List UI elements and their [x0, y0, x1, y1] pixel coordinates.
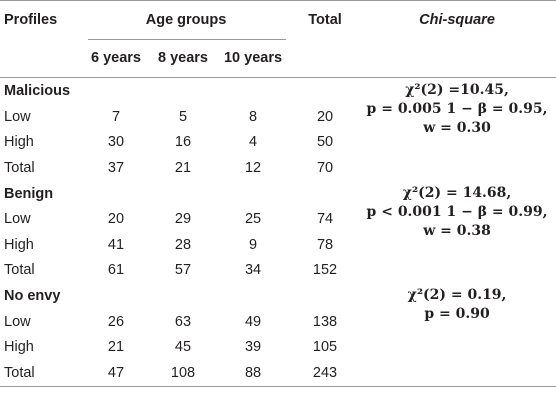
- table-row: High 30 16 4 50: [0, 130, 556, 156]
- cell-10-years: 9: [248, 236, 258, 253]
- cell-6-years: 20: [107, 211, 125, 228]
- table-row: High 41 28 9 78: [0, 232, 556, 258]
- cell-total: 105: [312, 339, 338, 356]
- header-spacer: [292, 39, 359, 78]
- table-row: Low 7 5 8 20: [0, 104, 556, 130]
- header-profiles: Profiles: [0, 0, 80, 39]
- cell-8-years: 45: [174, 339, 192, 356]
- chi-square-stats: χ²(2) = 14.68, p < 0.001 1 − β = 0.99, w =…: [358, 181, 556, 284]
- table-row: Low 26 63 49 138: [0, 309, 556, 335]
- group-spacer: [80, 181, 152, 207]
- header-total: Total: [292, 0, 359, 39]
- row-label: Low: [4, 211, 31, 228]
- cell-6-years: 21: [107, 339, 125, 356]
- table-row: Low 20 29 25 74: [0, 207, 556, 233]
- cell-10-years: 88: [214, 360, 293, 387]
- cell-8-years: 108: [152, 360, 214, 387]
- row-label: High: [4, 134, 34, 151]
- row-label: Low: [4, 108, 31, 125]
- row-label: Total: [0, 360, 80, 387]
- cell-total: 78: [316, 236, 334, 253]
- group-name: Benign: [4, 185, 54, 202]
- chi-square-line: p < 0.001 1 − β = 0.99,: [366, 203, 548, 220]
- header-age-groups: Age groups: [80, 0, 293, 40]
- results-table: Profiles Age groups Total Chi-square 6 y…: [0, 0, 556, 387]
- cell-8-years: 29: [174, 211, 192, 228]
- age-groups-underline: [88, 39, 287, 40]
- table-body: Malicious χ²(2) =10.45, p = 0.005 1 − β = …: [0, 78, 556, 387]
- cell-total: 138: [312, 313, 338, 330]
- cell-8-years: 57: [174, 262, 192, 279]
- table-header: Profiles Age groups Total Chi-square 6 y…: [0, 0, 556, 78]
- cell-10-years: 39: [244, 339, 262, 356]
- group-row: No envy χ²(2) = 0.19, p = 0.90: [0, 283, 556, 387]
- cell-6-years: 30: [107, 134, 125, 151]
- cell-8-years: 5: [178, 108, 188, 125]
- row-label: High: [4, 236, 34, 253]
- cell-6-years: 37: [107, 159, 125, 176]
- chi-square-line: χ²(2) = 14.68,: [402, 184, 512, 201]
- chi-square-line: w = 0.30: [423, 120, 491, 136]
- cell-8-years: 16: [174, 134, 192, 151]
- cell-total: 70: [316, 159, 334, 176]
- group-spacer: [292, 181, 358, 207]
- group-spacer: [152, 283, 214, 309]
- row-label: Low: [4, 313, 31, 330]
- cell-10-years: 34: [244, 262, 262, 279]
- cell-6-years: 61: [107, 262, 125, 279]
- group-spacer: [80, 78, 152, 105]
- chi-square-stats: χ²(2) = 0.19, p = 0.90: [358, 283, 556, 387]
- header-age-6: 6 years: [80, 39, 152, 78]
- header-age-groups-label: Age groups: [145, 12, 227, 28]
- table-row: High 21 45 39 105: [0, 335, 556, 361]
- cell-total: 74: [316, 211, 334, 228]
- group-spacer: [80, 283, 152, 309]
- chi-square-line: χ²(2) = 0.19,: [407, 287, 507, 303]
- cell-total: 152: [312, 262, 338, 279]
- cell-6-years: 7: [111, 108, 121, 125]
- group-spacer: [214, 78, 292, 105]
- cell-8-years: 63: [174, 313, 192, 330]
- cell-10-years: 8: [248, 108, 258, 125]
- cell-total: 20: [316, 108, 334, 125]
- chi-square-line: p = 0.90: [424, 306, 490, 322]
- table-row: Total 61 57 34 152: [0, 258, 556, 284]
- group-name: Malicious: [4, 83, 71, 99]
- group-spacer: [214, 283, 292, 309]
- cell-8-years: 21: [174, 159, 192, 176]
- cell-10-years: 49: [244, 313, 262, 330]
- chi-square-line: w = 0.38: [423, 222, 491, 239]
- row-label: Total: [4, 262, 35, 279]
- cell-10-years: 4: [248, 134, 258, 151]
- group-spacer: [152, 78, 214, 105]
- group-spacer: [292, 78, 358, 105]
- cell-total: 50: [316, 134, 334, 151]
- table-row: Total 37 21 12 70: [0, 155, 556, 181]
- row-label: Total: [4, 159, 35, 176]
- group-row: Benign χ²(2) = 14.68, p < 0.001 1 − β = 0.…: [0, 181, 556, 239]
- group-spacer: [214, 181, 292, 207]
- header-age-8: 8 years: [152, 39, 214, 78]
- header-spacer: [0, 39, 80, 78]
- cell-6-years: 41: [107, 236, 125, 253]
- cell-total: 243: [292, 360, 359, 387]
- cell-10-years: 25: [244, 211, 262, 228]
- group-row: Malicious χ²(2) =10.45, p = 0.005 1 − β = …: [0, 78, 556, 136]
- header-spacer: [358, 39, 556, 78]
- group-spacer: [292, 283, 358, 309]
- cell-8-years: 28: [174, 236, 192, 253]
- table-row: Total 47 108 88 243: [0, 360, 556, 387]
- chi-square-stats: χ²(2) =10.45, p = 0.005 1 − β = 0.95, w = …: [358, 78, 556, 181]
- cell-6-years: 26: [107, 313, 125, 330]
- chi-square-line: p = 0.005 1 − β = 0.95,: [366, 101, 548, 117]
- cell-10-years: 12: [244, 159, 262, 176]
- group-spacer: [152, 181, 214, 207]
- header-chi-square: Chi-square: [358, 0, 556, 39]
- row-label: High: [4, 339, 34, 356]
- group-name: No envy: [4, 288, 61, 304]
- header-age-10: 10 years: [214, 39, 293, 78]
- cell-6-years: 47: [80, 360, 152, 387]
- chi-square-line: χ²(2) =10.45,: [405, 82, 509, 98]
